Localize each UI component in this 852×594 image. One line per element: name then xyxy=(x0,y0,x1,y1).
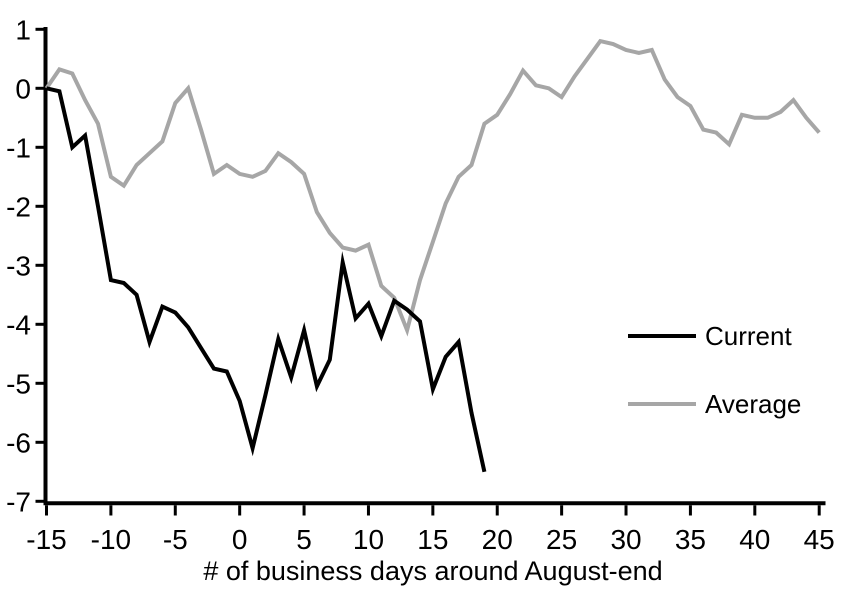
legend-label-average: Average xyxy=(705,389,802,419)
y-tick-label: -7 xyxy=(6,486,31,517)
x-tick-label: -15 xyxy=(26,524,66,555)
series-line-average xyxy=(44,38,821,337)
x-tick-label: 10 xyxy=(353,524,384,555)
x-axis-title: # of business days around August-end xyxy=(203,556,663,586)
chart-legend: Current Average xyxy=(628,322,801,418)
x-tick-label: 45 xyxy=(804,524,835,555)
x-tick-label: 30 xyxy=(610,524,641,555)
x-tick-label: 0 xyxy=(232,524,248,555)
y-tick-label: -3 xyxy=(6,250,31,281)
legend-item-average: Average xyxy=(628,390,801,418)
y-tick-label: -6 xyxy=(6,427,31,458)
x-tick-label: 5 xyxy=(296,524,312,555)
current-line-swatch-icon xyxy=(628,334,696,338)
legend-label-current: Current xyxy=(705,321,792,351)
average-line-swatch-icon xyxy=(628,402,696,406)
y-tick-label: -2 xyxy=(6,191,31,222)
x-tick-label: 15 xyxy=(417,524,448,555)
x-tick-label: 20 xyxy=(482,524,513,555)
x-tick-label: 35 xyxy=(675,524,706,555)
x-tick-label: -5 xyxy=(163,524,188,555)
y-tick-label: -5 xyxy=(6,368,31,399)
x-tick-label: 25 xyxy=(546,524,577,555)
legend-item-current: Current xyxy=(628,322,801,350)
y-tick-label: 0 xyxy=(15,73,31,104)
y-tick-label: -1 xyxy=(6,132,31,163)
x-tick-label: 40 xyxy=(739,524,770,555)
series-line-current xyxy=(46,86,487,473)
y-tick-label: 1 xyxy=(15,14,31,45)
x-tick-label: -10 xyxy=(91,524,131,555)
y-tick-label: -4 xyxy=(6,309,31,340)
